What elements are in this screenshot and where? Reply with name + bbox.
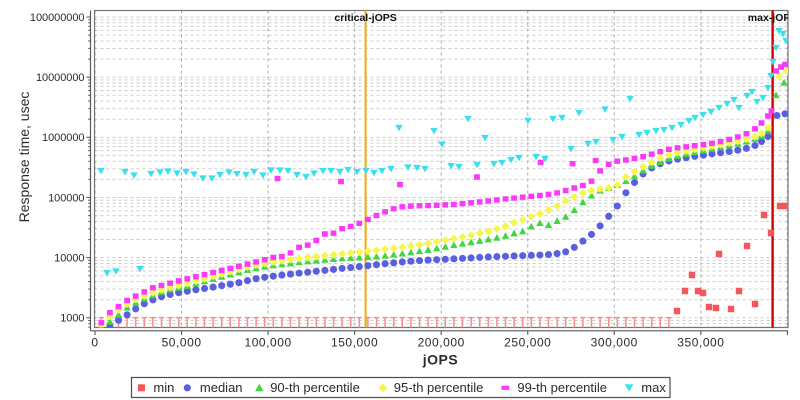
svg-text:90-th percentile: 90-th percentile [270,380,360,395]
svg-text:critical-jOPS: critical-jOPS [334,12,396,24]
svg-text:median: median [200,380,243,395]
svg-text:max: max [641,380,666,395]
svg-text:1000: 1000 [60,313,84,325]
svg-text:150,000: 150,000 [331,336,378,350]
svg-text:50,000: 50,000 [162,336,202,350]
svg-text:min: min [153,380,174,395]
svg-text:99-th percentile: 99-th percentile [517,380,607,395]
svg-text:0: 0 [91,336,98,350]
svg-text:jOPS: jOPS [422,352,458,368]
svg-text:200,000: 200,000 [418,336,465,350]
svg-text:1000000: 1000000 [42,132,84,144]
svg-text:10000: 10000 [54,252,84,264]
svg-text:Response time, usec: Response time, usec [16,92,32,223]
svg-text:250,000: 250,000 [504,336,551,350]
svg-text:100,000: 100,000 [244,336,291,350]
svg-text:95-th percentile: 95-th percentile [394,380,484,395]
svg-text:max-jOPS: max-jOPS [748,12,798,24]
svg-text:350,000: 350,000 [677,336,724,350]
svg-text:300,000: 300,000 [591,336,638,350]
svg-text:100000000: 100000000 [30,12,85,24]
svg-text:10000000: 10000000 [36,72,85,84]
svg-text:100000: 100000 [48,192,84,204]
